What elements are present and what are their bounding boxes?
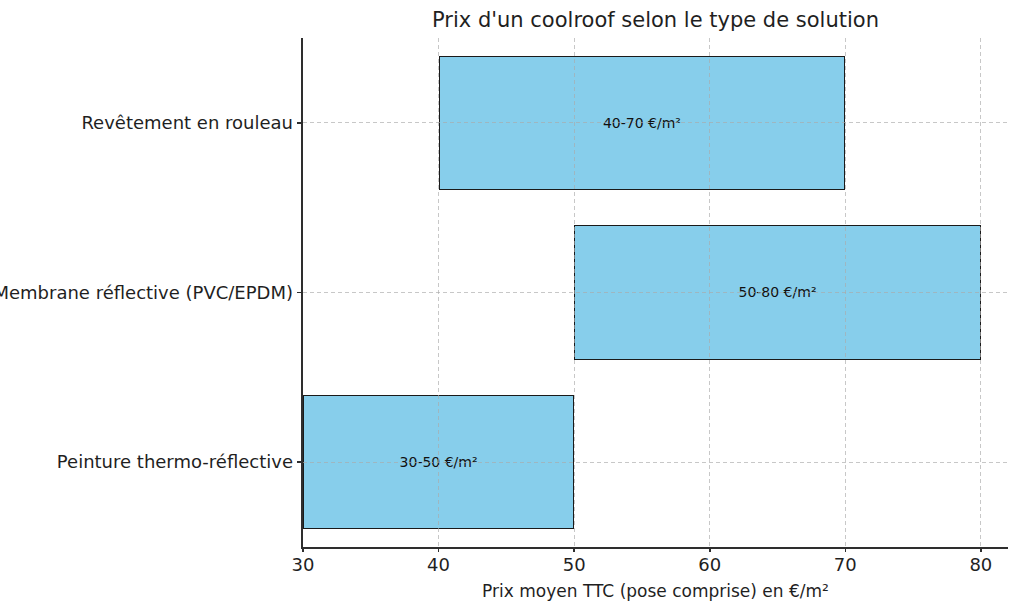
y-tick-mark: [297, 122, 303, 124]
x-tick-mark: [573, 547, 575, 552]
y-tick-mark: [297, 292, 303, 294]
x-tick-label: 80: [969, 554, 992, 576]
plot-area: 30405060708040-70 €/m²50-80 €/m²30-50 €/…: [303, 38, 1008, 547]
y-axis-spine: [301, 38, 303, 549]
x-tick-mark: [302, 547, 304, 552]
chart-title: Prix d'un coolroof selon le type de solu…: [303, 7, 1008, 33]
x-tick-label: 30: [292, 554, 315, 576]
category-label: Revêtement en rouleau: [81, 112, 293, 134]
x-tick-mark: [980, 547, 982, 552]
x-axis-label: Prix moyen TTC (pose comprise) en €/m²: [303, 581, 1008, 602]
category-label: Membrane réflective (PVC/EPDM): [0, 282, 293, 304]
x-tick-mark: [845, 547, 847, 552]
gridline-horizontal: [303, 122, 1008, 123]
x-tick-label: 40: [427, 554, 450, 576]
x-tick-mark: [709, 547, 711, 552]
x-tick-label: 70: [834, 554, 857, 576]
x-tick-label: 60: [698, 554, 721, 576]
gridline-horizontal: [303, 292, 1008, 293]
x-tick-label: 50: [563, 554, 586, 576]
chart-figure: Prix d'un coolroof selon le type de solu…: [0, 0, 1024, 610]
y-tick-mark: [297, 461, 303, 463]
x-axis-spine: [301, 547, 1008, 549]
gridline-horizontal: [303, 462, 1008, 463]
x-tick-mark: [438, 547, 440, 552]
category-label: Peinture thermo-réflective: [57, 451, 293, 473]
